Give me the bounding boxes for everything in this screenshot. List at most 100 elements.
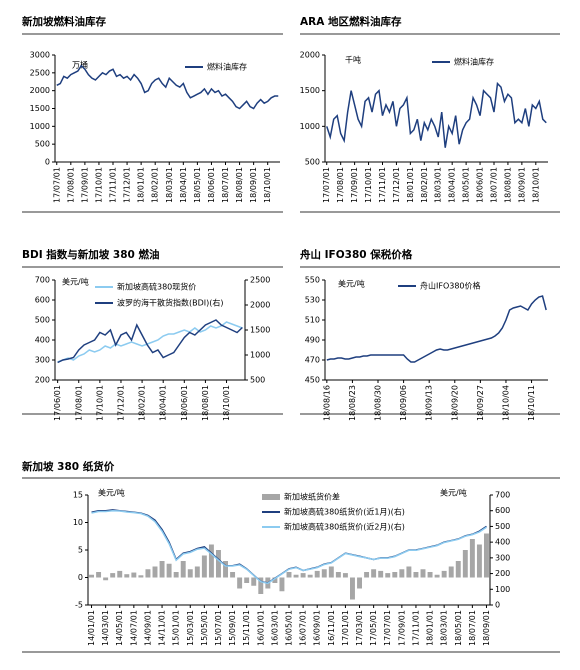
bar bbox=[476, 544, 482, 578]
bar bbox=[364, 572, 370, 578]
bar bbox=[342, 573, 348, 578]
y2-tick-label: 1500 bbox=[250, 326, 270, 335]
line bbox=[56, 64, 279, 110]
x-tick-label: 17/07/01 bbox=[383, 610, 392, 646]
x-tick-label: 18/10/01 bbox=[263, 167, 272, 203]
line bbox=[91, 509, 487, 585]
bar bbox=[117, 570, 123, 578]
y2-tick-label: 600 bbox=[495, 506, 510, 515]
y-tick-label: 510 bbox=[305, 316, 320, 325]
x-tick-label: 15/07/01 bbox=[214, 610, 223, 646]
x-tick-label: 18/07/01 bbox=[468, 610, 477, 646]
x-tick-label: 18/08/23 bbox=[348, 385, 357, 421]
x-tick-label: 17/10/01 bbox=[94, 167, 103, 203]
bar bbox=[399, 569, 405, 578]
x-tick-label: 14/01/01 bbox=[87, 610, 96, 646]
y-tick-label: 400 bbox=[35, 336, 50, 345]
bar bbox=[420, 569, 426, 578]
x-tick-label: 18/08/30 bbox=[374, 385, 383, 421]
x-tick-label: 18/09/13 bbox=[425, 385, 434, 421]
bar bbox=[293, 574, 299, 578]
x-tick-label: 18/08/16 bbox=[322, 385, 331, 421]
y2-unit: 美元/吨 bbox=[440, 488, 467, 498]
y-tick-label: 500 bbox=[35, 140, 50, 149]
chart-title: 舟山 IFO380 保税价格 bbox=[300, 248, 413, 261]
y-tick-label: 600 bbox=[35, 296, 50, 305]
bar bbox=[286, 572, 292, 578]
bar bbox=[138, 575, 144, 578]
y-tick-label: 450 bbox=[305, 376, 320, 385]
x-tick-label: 15/05/01 bbox=[200, 610, 209, 646]
bar bbox=[244, 577, 250, 583]
x-tick-label: 18/03/01 bbox=[165, 167, 174, 203]
bar bbox=[159, 561, 165, 578]
bar bbox=[357, 577, 362, 589]
x-tick-label: 18/08/01 bbox=[235, 167, 244, 203]
bar bbox=[307, 574, 313, 578]
x-tick-label: 18/09/27 bbox=[476, 385, 485, 421]
bar bbox=[131, 572, 137, 578]
y-tick-label: 1500 bbox=[300, 86, 320, 95]
x-tick-label: 17/10/01 bbox=[95, 385, 104, 421]
x-tick-label: 18/09/06 bbox=[399, 385, 408, 421]
y-unit: 万桶 bbox=[72, 60, 88, 70]
x-tick-label: 14/11/01 bbox=[158, 610, 167, 646]
bar bbox=[392, 572, 398, 578]
y-tick-label: 0 bbox=[45, 158, 50, 167]
bar bbox=[258, 577, 264, 594]
y-tick-label: 2500 bbox=[30, 68, 50, 77]
x-tick-label: 16/09/01 bbox=[313, 610, 322, 646]
x-tick-label: 17/12/01 bbox=[123, 167, 132, 203]
x-tick-label: 14/07/01 bbox=[129, 610, 138, 646]
bar bbox=[110, 573, 116, 578]
bar bbox=[385, 573, 391, 578]
x-tick-label: 17/11/01 bbox=[109, 167, 118, 203]
y-tick-label: 470 bbox=[305, 356, 320, 365]
x-tick-label: 18/01/01 bbox=[406, 167, 415, 203]
legend-label: 燃料油库存 bbox=[454, 57, 494, 67]
y-tick-label: -5 bbox=[75, 601, 83, 610]
x-tick-label: 18/01/01 bbox=[137, 167, 146, 203]
y-tick-label: 15 bbox=[73, 491, 83, 500]
x-tick-label: 17/08/01 bbox=[66, 167, 75, 203]
x-tick-label: 18/07/01 bbox=[221, 167, 230, 203]
x-tick-label: 16/01/01 bbox=[256, 610, 265, 646]
legend-label: 新加坡纸货价差 bbox=[284, 492, 340, 502]
x-tick-label: 15/03/01 bbox=[186, 610, 195, 646]
bar bbox=[166, 563, 172, 578]
legend-label: 新加坡高硫380纸货价(近2月)(右) bbox=[284, 522, 405, 532]
y2-tick-label: 500 bbox=[495, 522, 510, 531]
y-tick-label: 490 bbox=[305, 336, 320, 345]
x-tick-label: 17/08/01 bbox=[74, 385, 83, 421]
chart-title: 新加坡燃料油库存 bbox=[22, 15, 106, 28]
bar bbox=[321, 569, 327, 578]
x-tick-label: 18/03/01 bbox=[440, 610, 449, 646]
legend-label: 舟山IFO380价格 bbox=[420, 281, 481, 291]
bar bbox=[194, 566, 200, 578]
line bbox=[57, 321, 243, 363]
y-tick-label: 1000 bbox=[300, 122, 320, 131]
x-tick-label: 17/09/01 bbox=[80, 167, 89, 203]
x-tick-label: 18/09/01 bbox=[482, 610, 491, 646]
bar bbox=[300, 573, 306, 578]
bar bbox=[371, 569, 377, 578]
y-unit: 美元/吨 bbox=[62, 277, 89, 287]
y2-tick-label: 2500 bbox=[250, 276, 270, 285]
x-tick-label: 17/08/01 bbox=[336, 167, 345, 203]
y-tick-label: 1000 bbox=[30, 122, 50, 131]
x-tick-label: 15/09/01 bbox=[228, 610, 237, 646]
bar bbox=[251, 577, 257, 586]
x-tick-label: 18/05/01 bbox=[193, 167, 202, 203]
x-tick-label: 17/07/01 bbox=[52, 167, 61, 203]
y-tick-label: 500 bbox=[305, 158, 320, 167]
legend-swatch bbox=[262, 494, 280, 500]
x-tick-label: 17/06/01 bbox=[53, 385, 62, 421]
x-tick-label: 16/11/01 bbox=[327, 610, 336, 646]
x-tick-label: 18/10/01 bbox=[531, 167, 540, 203]
bar bbox=[434, 574, 440, 578]
y-unit: 千吨 bbox=[345, 55, 361, 65]
bar bbox=[187, 569, 193, 578]
x-tick-label: 18/10/01 bbox=[222, 385, 231, 421]
x-tick-label: 15/11/01 bbox=[242, 610, 251, 646]
